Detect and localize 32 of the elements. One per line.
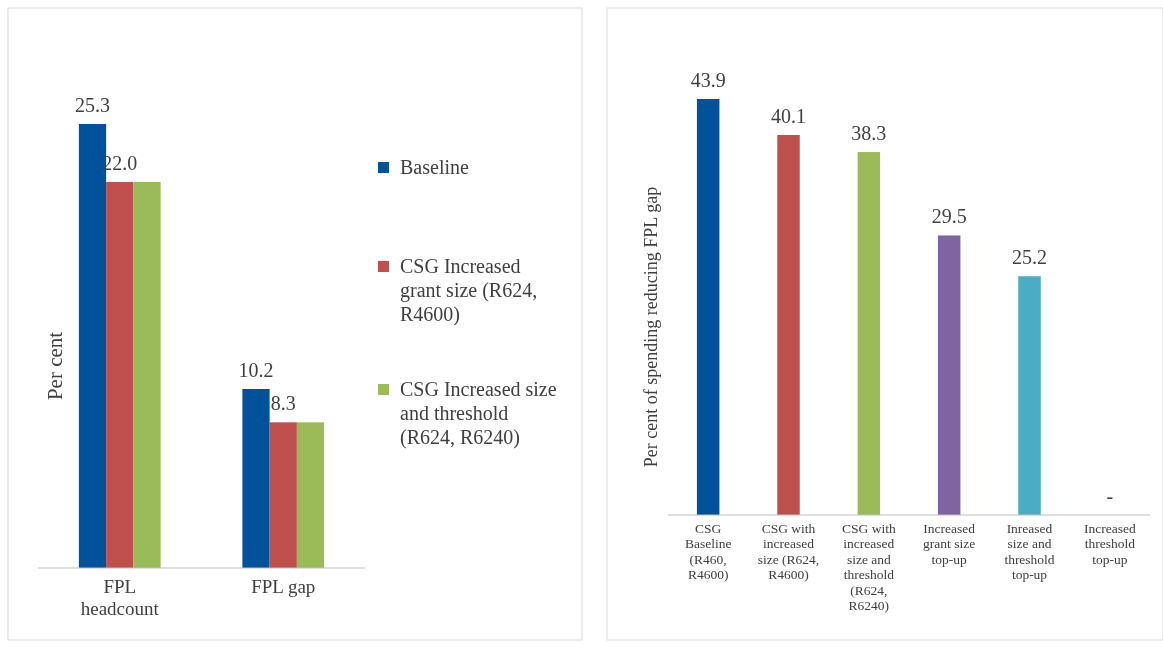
bar: [106, 181, 134, 568]
y-axis-title: Per cent: [43, 331, 67, 401]
x-tick-label: FPL gap: [251, 575, 316, 597]
x-tick-label: Inreased size and threshold top-up: [1004, 520, 1055, 583]
x-tick-label: Increased threshold top-up: [1083, 520, 1136, 567]
bar: [133, 181, 161, 568]
x-tick-label: CSG with increased size (R624, R4600): [757, 520, 820, 583]
legend-label: CSG Increased size and threshold (R624, R6240): [400, 378, 557, 449]
data-label: 43.9: [690, 69, 726, 91]
bar: [937, 235, 961, 515]
data-label: 8.3: [270, 392, 296, 415]
legend-label: CSG Increased grant size (R624, R4600): [400, 255, 538, 326]
y-axis-title: Per cent of spending reducing FPL gap: [641, 186, 661, 468]
x-tick-label: CSG Baseline (R460, R4600): [684, 520, 732, 583]
bar: [269, 422, 297, 568]
x-tick-label: CSG with increased size and threshold (R624, R6240): [842, 520, 896, 614]
x-tick-label: Increased grant size top-up: [923, 520, 976, 567]
bar: [777, 135, 800, 515]
text: -: [1106, 485, 1114, 507]
bar: [296, 422, 325, 568]
data-label: 25.2: [1012, 246, 1047, 269]
data-label: 40.1: [771, 105, 806, 128]
data-label: 38.3: [851, 122, 887, 145]
x-tick-label: FPL headcount: [80, 575, 160, 619]
data-label: 10.2: [238, 359, 274, 381]
bar: [242, 389, 270, 568]
bar: [696, 99, 720, 515]
bar: [1018, 276, 1041, 515]
bar: [857, 152, 881, 515]
legend-label: Baseline: [400, 156, 469, 178]
data-label: 25.3: [75, 94, 110, 116]
data-label: 29.5: [931, 205, 967, 228]
